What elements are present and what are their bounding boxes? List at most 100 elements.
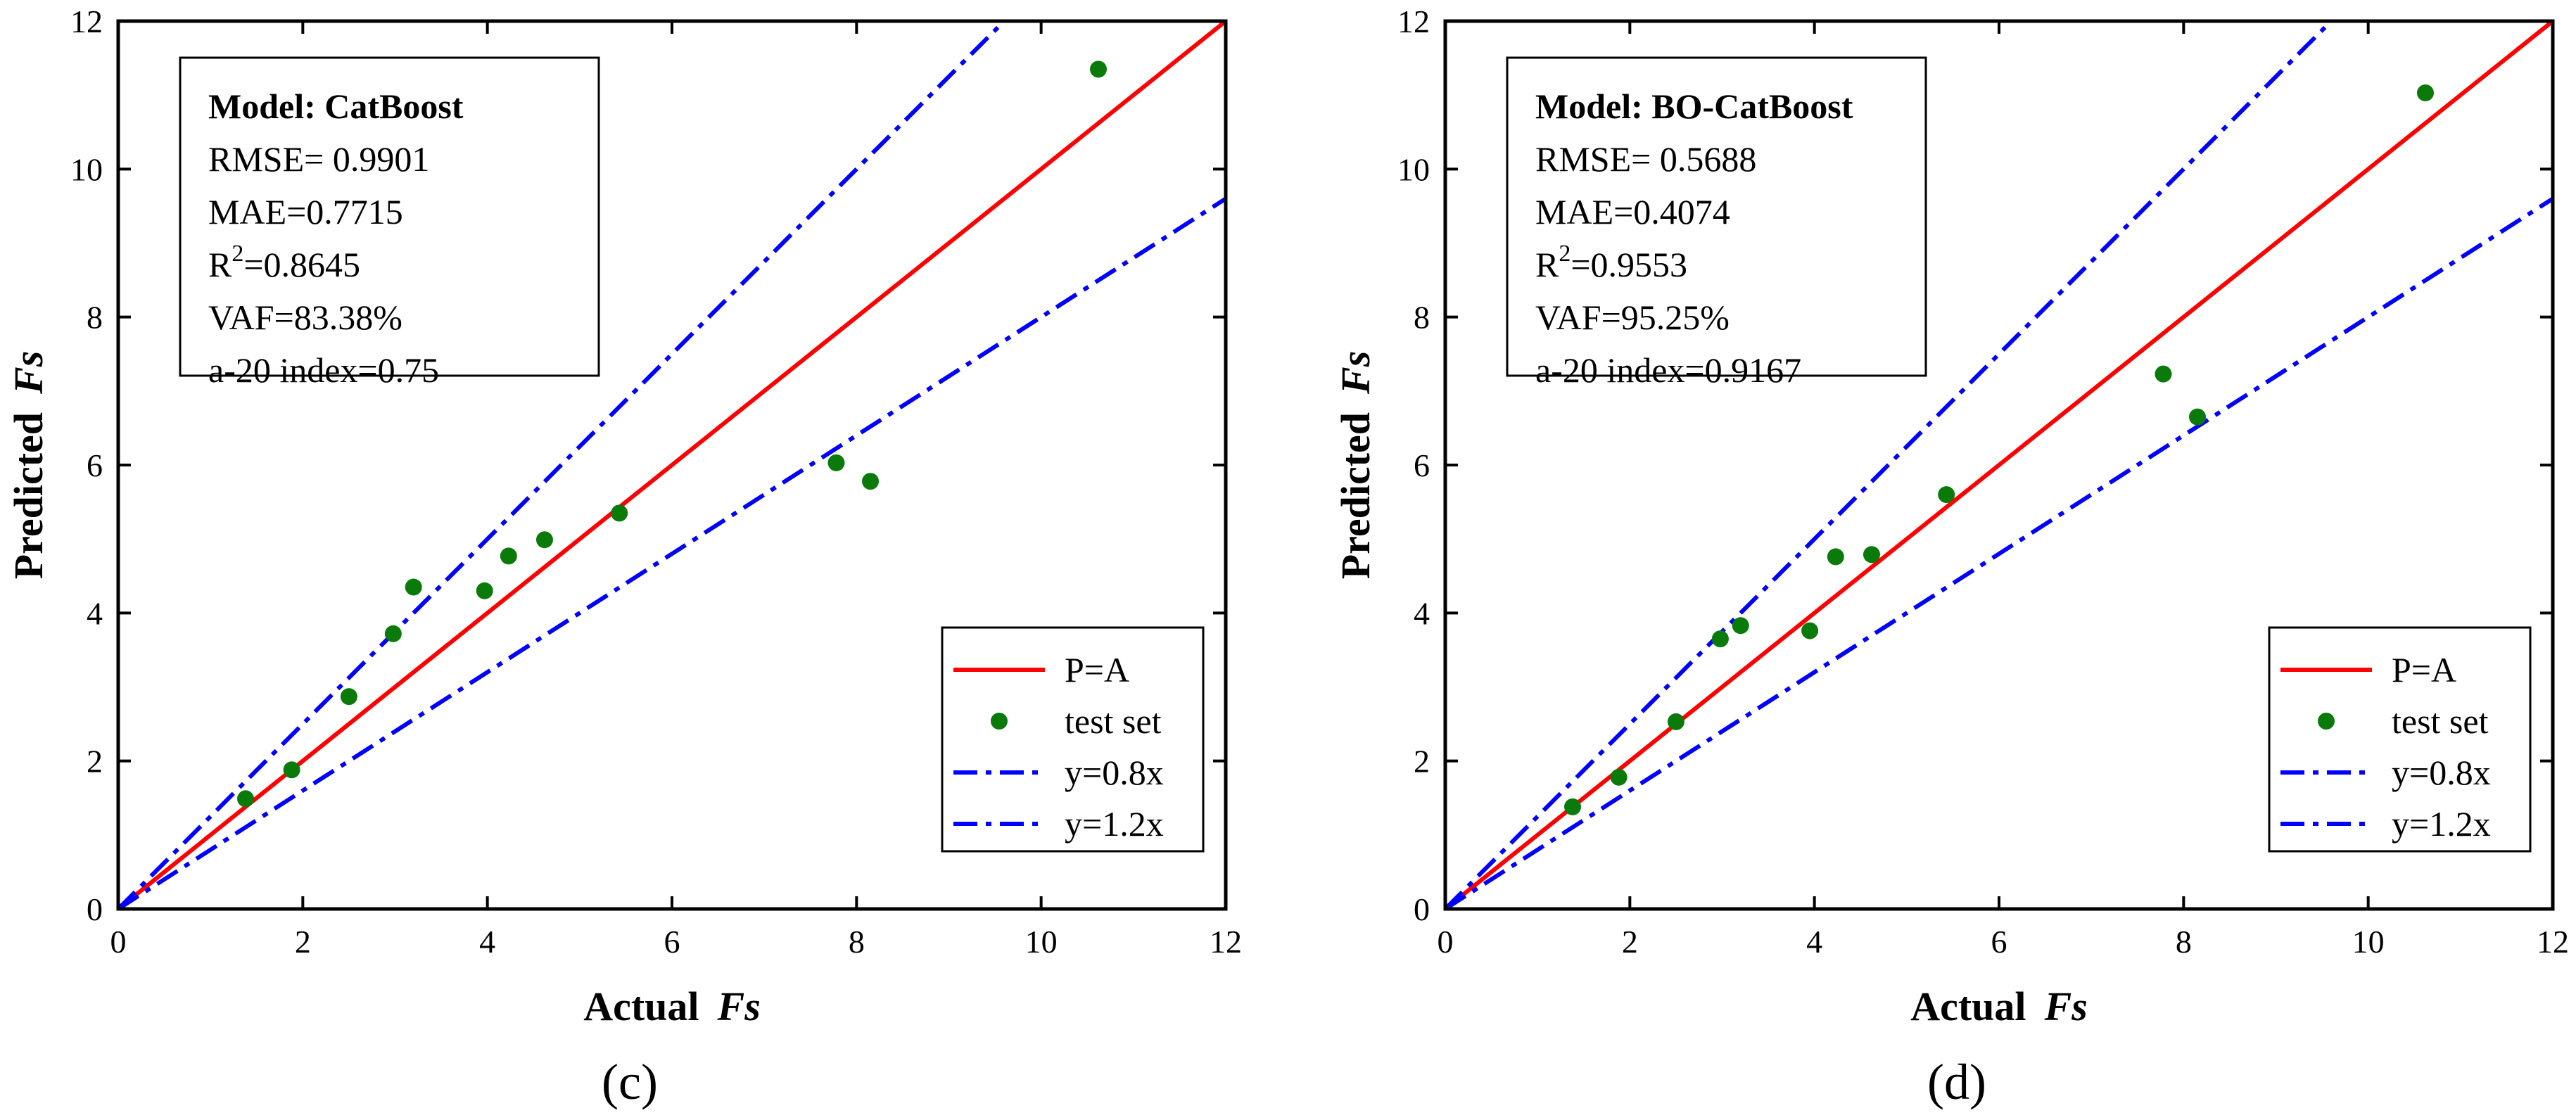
y-tick-label: 2: [1414, 744, 1430, 779]
metric-r2-prefix: R: [208, 245, 232, 284]
x-axis-label-symbol: Fs: [717, 984, 761, 1029]
legend-label: y=0.8x: [2392, 753, 2491, 792]
x-axis-label-prefix: Actual: [583, 984, 699, 1029]
metrics-frame: [179, 56, 600, 377]
panel-label: (c): [602, 1054, 658, 1110]
x-axis-label-symbol: Fs: [2044, 984, 2088, 1029]
y-tick-label: 4: [1414, 595, 1430, 631]
legend-label: test set: [2392, 701, 2489, 741]
legend-swatch-points: [991, 713, 1008, 730]
metric-mae: MAE=0.7715: [208, 192, 403, 231]
legend-label: y=1.2x: [2392, 804, 2491, 844]
data-point: [862, 473, 880, 490]
y-tick-label: 2: [87, 744, 103, 779]
metrics-box: Model: BO-CatBoost RMSE= 0.5688 MAE=0.4074…: [1506, 56, 1927, 390]
x-tick-label: 10: [2352, 924, 2385, 960]
x-tick-label: 8: [849, 924, 865, 960]
y-tick-label: 8: [87, 300, 103, 336]
bound-line-y=0.8x: [1445, 21, 2333, 909]
x-tick-label: 12: [2537, 924, 2569, 960]
legend-label: test set: [1065, 701, 1162, 741]
metric-a20: a-20 index=0.75: [208, 350, 439, 390]
metric-r2-exponent: 2: [231, 241, 243, 267]
data-point: [1827, 548, 1844, 566]
data-point: [1564, 798, 1582, 815]
y-tick-label: 10: [70, 151, 103, 187]
data-point: [1938, 486, 1955, 504]
identity-line: [118, 21, 1226, 909]
x-tick-label: 2: [295, 924, 311, 960]
metric-r2-value: =0.8645: [243, 245, 360, 284]
x-tick-label: 0: [110, 924, 127, 960]
y-axis-label: Predicted Fs: [6, 351, 51, 580]
x-tick-label: 4: [1806, 924, 1822, 960]
y-tick-label: 12: [1397, 4, 1430, 39]
metric-r2-value: =0.9553: [1571, 245, 1687, 284]
legend-swatch-points: [2318, 713, 2335, 730]
data-point: [2416, 84, 2434, 102]
data-point: [384, 625, 402, 642]
metric-vaf: VAF=83.38%: [208, 298, 402, 337]
bound-line-y=1.2x: [1445, 196, 2553, 909]
data-point: [1863, 546, 1880, 564]
panel-label: (d): [1927, 1054, 1986, 1110]
metric-r2: R2=0.8645: [208, 241, 360, 284]
metric-a20: a-20 index=0.9167: [1535, 350, 1801, 390]
plot-area: [1445, 21, 2553, 909]
metrics-box: Model: CatBoost RMSE= 0.9901 MAE=0.7715 R2=…: [179, 56, 600, 390]
y-tick-label: 0: [87, 891, 103, 927]
y-tick-label: 6: [1414, 447, 1430, 483]
y-axis-label-prefix: Predicted: [6, 412, 51, 579]
y-tick-label: 0: [1414, 891, 1430, 927]
y-axis-label-prefix: Predicted: [1333, 412, 1378, 579]
data-point: [1610, 768, 1628, 786]
legend: P=A test set y=0.8x y=1.2x: [941, 626, 1205, 853]
bound-line-y=0.8x: [118, 21, 1006, 909]
data-point: [405, 578, 422, 596]
data-point: [535, 531, 553, 549]
metric-model-title: Model: CatBoost: [208, 87, 464, 126]
data-point: [1711, 630, 1729, 648]
legend-frame: [2268, 626, 2532, 853]
data-point: [611, 504, 628, 522]
data-point: [1801, 622, 1819, 639]
y-axis-label-symbol: Fs: [1333, 351, 1378, 395]
data-point: [476, 582, 493, 599]
y-tick-label: 12: [70, 4, 103, 39]
data-point: [827, 454, 845, 471]
data-point: [340, 688, 357, 706]
x-tick-label: 12: [1210, 924, 1242, 960]
x-tick-label: 4: [479, 924, 495, 960]
x-tick-label: 0: [1438, 924, 1454, 960]
legend-frame: [941, 626, 1205, 853]
data-point: [1089, 61, 1107, 78]
metric-r2: R2=0.9553: [1535, 241, 1687, 284]
y-tick-label: 4: [87, 595, 103, 631]
metric-model-title: Model: BO-CatBoost: [1535, 87, 1853, 126]
x-tick-label: 2: [1622, 924, 1638, 960]
y-tick-label: 8: [1414, 300, 1430, 336]
x-tick-label: 6: [1991, 924, 2007, 960]
metric-rmse: RMSE= 0.9901: [208, 139, 429, 179]
data-point: [500, 547, 517, 565]
metric-r2-exponent: 2: [1559, 241, 1571, 267]
plot-area: [118, 21, 1226, 909]
x-tick-label: 6: [664, 924, 680, 960]
chart-panel-c: 0 2 4 6 8 10 12 0 2 4 6 8 10 12 Actual Fs Predicted Fs (c)…: [6, 4, 1242, 1110]
x-axis-label: Actual Fs: [583, 984, 761, 1029]
data-point: [237, 790, 255, 808]
metric-r2-prefix: R: [1535, 245, 1559, 284]
legend-label: P=A: [2392, 650, 2456, 689]
metric-rmse: RMSE= 0.5688: [1535, 139, 1756, 179]
chart-panel-d: 0 2 4 6 8 10 12 0 2 4 6 8 10 12 Actual Fs Predicted Fs (d)…: [1333, 4, 2569, 1110]
y-tick-label: 6: [87, 447, 103, 483]
bound-line-y=1.2x: [118, 196, 1226, 909]
data-point: [2155, 365, 2172, 383]
metric-mae: MAE=0.4074: [1535, 192, 1730, 231]
x-axis-label-prefix: Actual: [1910, 984, 2026, 1029]
y-axis-label: Predicted Fs: [1333, 351, 1378, 580]
y-axis-label-symbol: Fs: [6, 351, 51, 395]
identity-line: [1445, 21, 2553, 909]
legend-label: y=0.8x: [1065, 753, 1164, 792]
